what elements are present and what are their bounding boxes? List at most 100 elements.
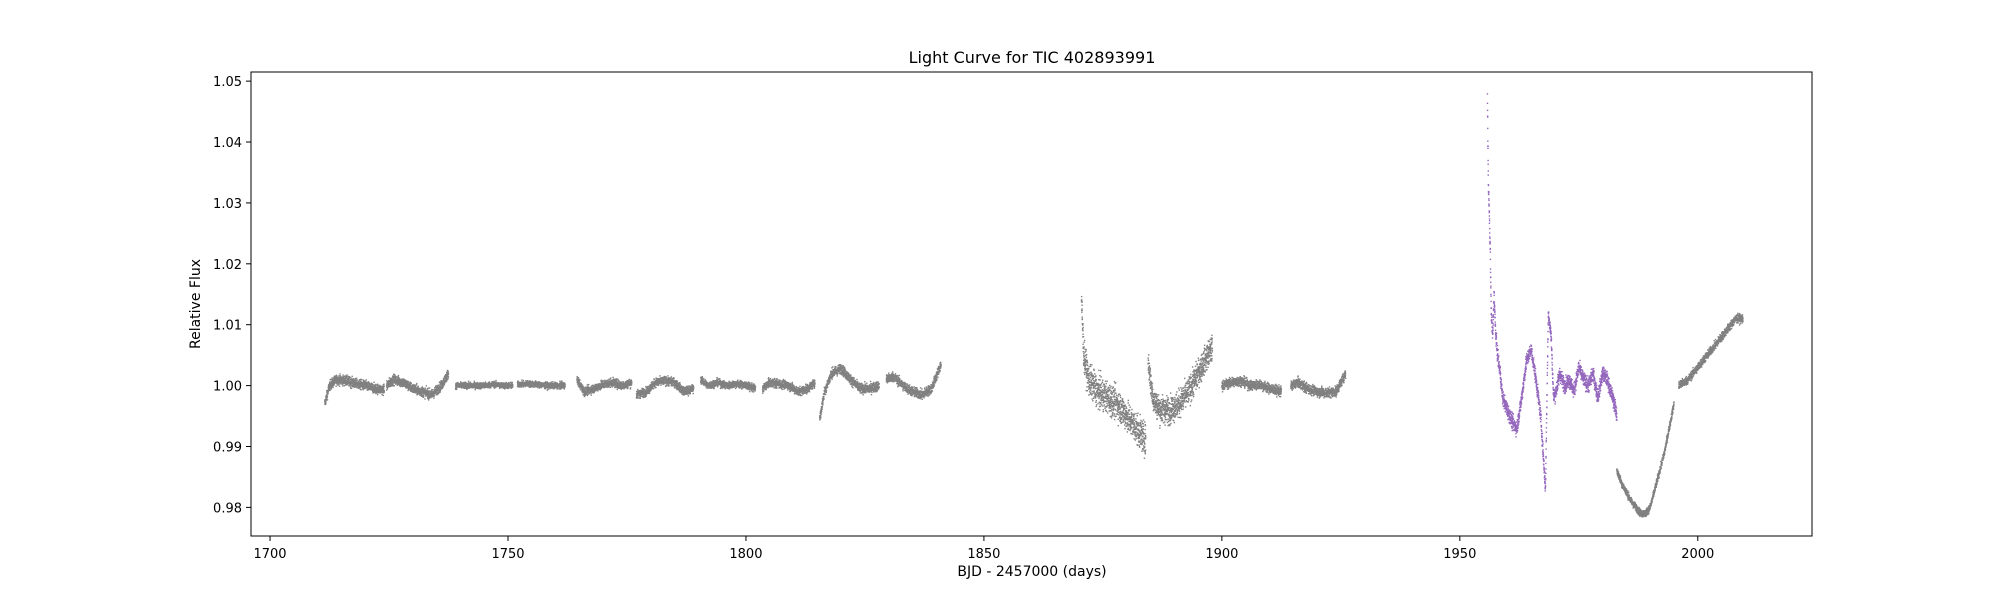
data-point [374, 386, 376, 389]
data-point [443, 384, 445, 387]
data-point [362, 385, 364, 387]
data-point [339, 383, 341, 385]
data-point [670, 376, 673, 378]
data-point [358, 379, 360, 382]
data-point [639, 396, 641, 399]
data-point [560, 382, 562, 384]
data-point [325, 398, 328, 400]
data-point [522, 381, 524, 383]
data-point [673, 387, 676, 389]
data-point [629, 388, 632, 390]
data-point [334, 375, 336, 378]
data-point [429, 390, 431, 392]
data-point [356, 385, 358, 388]
data-point [397, 376, 399, 378]
data-point [592, 384, 595, 387]
data-point [681, 388, 683, 390]
data-point [553, 386, 555, 388]
data-point [692, 385, 695, 387]
data-point [484, 381, 487, 383]
data-point [334, 381, 336, 383]
data-point [623, 388, 625, 390]
data-point [347, 375, 349, 378]
data-point [382, 386, 385, 388]
data-point [685, 389, 688, 391]
data-point [326, 399, 329, 401]
data-point [457, 386, 459, 388]
data-point [391, 376, 394, 379]
data-point [425, 385, 428, 387]
data-point [442, 377, 445, 380]
data-point [560, 381, 562, 383]
data-point [679, 390, 681, 392]
data-point [442, 380, 444, 382]
data-point [371, 385, 374, 387]
data-point [362, 388, 364, 391]
data-point [481, 382, 483, 384]
data-point [549, 382, 551, 384]
data-point [400, 385, 402, 388]
data-point [455, 388, 458, 391]
data-point [601, 380, 603, 382]
data-point [584, 394, 587, 397]
data-point [687, 395, 690, 397]
data-point [351, 379, 354, 381]
data-point [479, 382, 482, 384]
data-point [542, 382, 544, 385]
data-point [368, 387, 370, 389]
data-point [442, 386, 444, 388]
data-point [362, 384, 364, 386]
data-point [344, 376, 347, 378]
data-point [679, 383, 682, 386]
data-point [667, 382, 669, 385]
data-point [604, 384, 606, 387]
data-point [559, 382, 561, 384]
data-point [501, 382, 504, 385]
data-point [346, 374, 348, 376]
data-point [341, 385, 344, 387]
data-point [334, 380, 337, 383]
data-point [670, 384, 672, 387]
data-point [462, 382, 465, 384]
data-point [330, 387, 333, 389]
data-point [564, 384, 566, 386]
data-point [692, 389, 694, 392]
data-point [428, 394, 430, 396]
data-point [361, 378, 363, 381]
data-point [582, 387, 585, 390]
data-point [440, 381, 442, 384]
data-point [416, 382, 418, 385]
data-point [486, 386, 489, 389]
data-point [410, 382, 412, 384]
data-point [510, 381, 512, 383]
data-point [627, 386, 629, 388]
data-point [455, 387, 458, 389]
data-point [608, 382, 610, 385]
data-point [681, 393, 683, 395]
data-point [520, 382, 523, 384]
data-point [439, 381, 441, 384]
data-point [641, 387, 643, 390]
data-point [642, 393, 644, 395]
data-point [332, 384, 335, 387]
data-point [500, 386, 503, 389]
data-point [355, 381, 357, 383]
data-point [662, 383, 665, 385]
data-point [413, 387, 415, 389]
data-point [328, 386, 331, 389]
data-point [377, 386, 379, 389]
data-point [407, 382, 409, 385]
data-point [549, 387, 551, 390]
data-point [360, 381, 362, 383]
data-point [692, 387, 695, 389]
data-point [413, 388, 416, 390]
data-point [653, 385, 656, 388]
data-point [339, 373, 341, 375]
data-point [420, 390, 422, 392]
data-point [326, 395, 329, 398]
data-point [376, 392, 378, 394]
data-point [379, 392, 382, 394]
data-point [422, 394, 425, 397]
data-point [665, 378, 667, 380]
data-point [363, 380, 365, 382]
